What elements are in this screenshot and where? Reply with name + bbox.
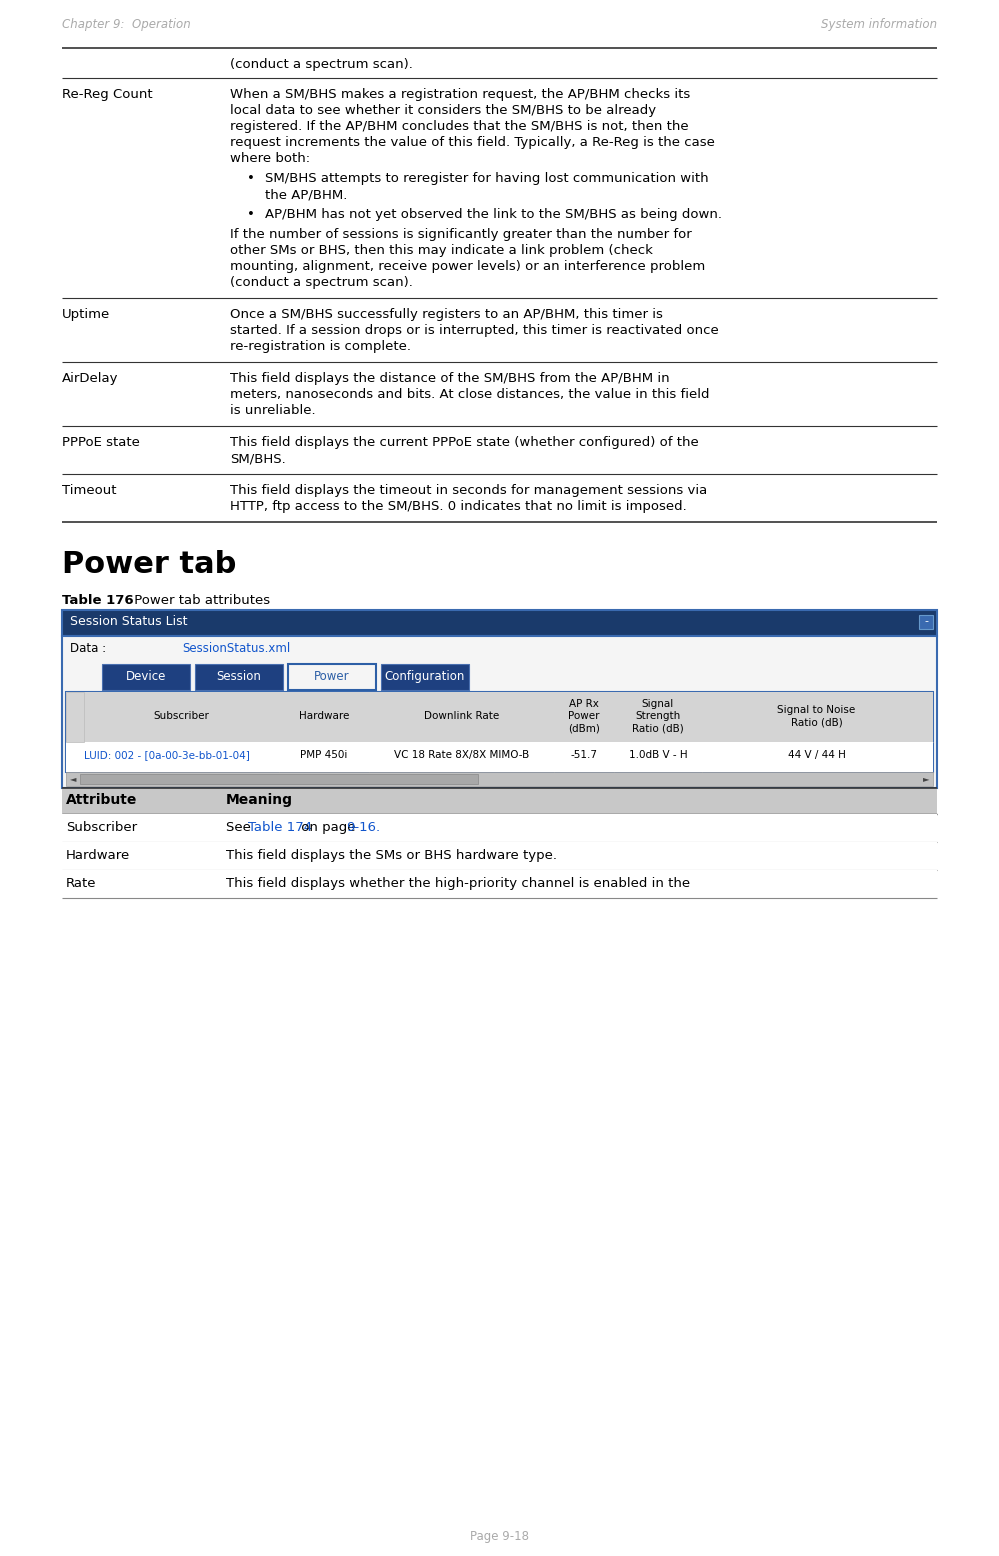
Text: Attribute: Attribute: [66, 794, 138, 808]
Text: This field displays whether the high-priority channel is enabled in the: This field displays whether the high-pri…: [226, 878, 690, 890]
Text: is unreliable.: is unreliable.: [230, 405, 316, 417]
Text: Signal: Signal: [642, 699, 674, 710]
Bar: [62, 610, 937, 636]
Bar: [66, 692, 933, 742]
Text: This field displays the current PPPoE state (whether configured) of the: This field displays the current PPPoE st…: [230, 436, 698, 450]
Text: If the number of sessions is significantly greater than the number for: If the number of sessions is significant…: [230, 229, 691, 241]
Text: SessionStatus.xml: SessionStatus.xml: [182, 643, 291, 655]
Text: 44 V / 44 H: 44 V / 44 H: [787, 750, 845, 759]
Text: request increments the value of this field. Typically, a Re-Reg is the case: request increments the value of this fie…: [230, 135, 715, 149]
Text: started. If a session drops or is interrupted, this timer is reactivated once: started. If a session drops or is interr…: [230, 324, 718, 338]
Text: •: •: [247, 209, 255, 221]
Text: System information: System information: [821, 19, 937, 31]
Bar: [62, 636, 937, 787]
Text: -: -: [924, 616, 928, 626]
Text: LUID: 002 - [0a-00-3e-bb-01-04]: LUID: 002 - [0a-00-3e-bb-01-04]: [84, 750, 250, 759]
Bar: [62, 787, 937, 814]
Text: re-registration is complete.: re-registration is complete.: [230, 341, 411, 353]
Text: on page: on page: [297, 822, 360, 834]
Text: registered. If the AP/BHM concludes that the SM/BHS is not, then the: registered. If the AP/BHM concludes that…: [230, 120, 688, 132]
Text: Table 174: Table 174: [248, 822, 312, 834]
Text: the AP/BHM.: the AP/BHM.: [265, 188, 348, 201]
Bar: [195, 664, 283, 689]
Bar: [80, 773, 478, 784]
Text: other SMs or BHS, then this may indicate a link problem (check: other SMs or BHS, then this may indicate…: [230, 244, 653, 257]
Text: •: •: [247, 173, 255, 185]
Text: (conduct a spectrum scan).: (conduct a spectrum scan).: [230, 275, 413, 289]
Text: Power tab attributes: Power tab attributes: [130, 594, 270, 607]
Text: Ratio (dB): Ratio (dB): [790, 717, 842, 727]
Bar: [66, 742, 933, 772]
Bar: [66, 692, 84, 742]
Text: Signal to Noise: Signal to Noise: [777, 705, 855, 716]
Text: SM/BHS.: SM/BHS.: [230, 451, 286, 465]
Text: Device: Device: [126, 671, 166, 683]
Text: Table 176: Table 176: [62, 594, 134, 607]
Text: SM/BHS attempts to reregister for having lost communication with: SM/BHS attempts to reregister for having…: [265, 173, 708, 185]
Text: Timeout: Timeout: [62, 484, 117, 496]
Text: Power: Power: [315, 671, 350, 683]
Text: PPPoE state: PPPoE state: [62, 436, 140, 450]
Bar: [62, 814, 937, 842]
Text: Ratio (dB): Ratio (dB): [632, 724, 684, 733]
Text: Hardware: Hardware: [66, 850, 130, 862]
Text: Power tab: Power tab: [62, 549, 237, 579]
Text: ◄: ◄: [70, 773, 76, 783]
Bar: [66, 692, 933, 772]
Text: Session: Session: [217, 671, 262, 683]
Text: ▼: ▼: [72, 724, 78, 733]
Text: (dBm): (dBm): [568, 724, 600, 733]
Text: Chapter 9:  Operation: Chapter 9: Operation: [62, 19, 191, 31]
Text: 9-16.: 9-16.: [346, 822, 380, 834]
Text: VC 18 Rate 8X/8X MIMO-B: VC 18 Rate 8X/8X MIMO-B: [394, 750, 529, 759]
Text: PMP 450i: PMP 450i: [301, 750, 348, 759]
Text: meters, nanoseconds and bits. At close distances, the value in this field: meters, nanoseconds and bits. At close d…: [230, 387, 709, 401]
Text: (conduct a spectrum scan).: (conduct a spectrum scan).: [230, 58, 413, 72]
Text: HTTP, ftp access to the SM/BHS. 0 indicates that no limit is imposed.: HTTP, ftp access to the SM/BHS. 0 indica…: [230, 499, 686, 513]
Bar: [381, 664, 469, 689]
Bar: [288, 664, 376, 689]
Text: Uptime: Uptime: [62, 308, 110, 321]
Bar: [62, 870, 937, 898]
Text: Meaning: Meaning: [226, 794, 293, 808]
Text: Downlink Rate: Downlink Rate: [424, 711, 500, 720]
Text: Power: Power: [568, 711, 599, 720]
Text: where both:: where both:: [230, 152, 310, 165]
Text: Re-Reg Count: Re-Reg Count: [62, 89, 153, 101]
Text: ►: ►: [923, 773, 929, 783]
Text: This field displays the distance of the SM/BHS from the AP/BHM in: This field displays the distance of the …: [230, 372, 669, 384]
Text: mounting, alignment, receive power levels) or an interference problem: mounting, alignment, receive power level…: [230, 260, 705, 272]
Text: -51.7: -51.7: [570, 750, 597, 759]
Text: Subscriber: Subscriber: [66, 822, 137, 834]
Text: Hardware: Hardware: [299, 711, 350, 720]
Text: This field displays the SMs or BHS hardware type.: This field displays the SMs or BHS hardw…: [226, 850, 557, 862]
Text: Rate: Rate: [66, 878, 97, 890]
Text: Subscriber: Subscriber: [154, 711, 210, 720]
Bar: [66, 772, 933, 786]
Text: AP/BHM has not yet observed the link to the SM/BHS as being down.: AP/BHM has not yet observed the link to …: [265, 209, 722, 221]
Text: When a SM/BHS makes a registration request, the AP/BHM checks its: When a SM/BHS makes a registration reque…: [230, 89, 690, 101]
Text: Data :: Data :: [70, 643, 106, 655]
Text: This field displays the timeout in seconds for management sessions via: This field displays the timeout in secon…: [230, 484, 707, 496]
Text: local data to see whether it considers the SM/BHS to be already: local data to see whether it considers t…: [230, 104, 656, 117]
Text: Configuration: Configuration: [385, 671, 466, 683]
Text: See: See: [226, 822, 255, 834]
Text: AirDelay: AirDelay: [62, 372, 119, 384]
Bar: [102, 664, 190, 689]
Text: 1.0dB V - H: 1.0dB V - H: [628, 750, 687, 759]
Text: Session Status List: Session Status List: [70, 615, 188, 629]
Bar: [62, 842, 937, 870]
Text: Page 9-18: Page 9-18: [470, 1530, 528, 1544]
Bar: [919, 615, 933, 629]
Text: Once a SM/BHS successfully registers to an AP/BHM, this timer is: Once a SM/BHS successfully registers to …: [230, 308, 663, 321]
Text: Strength: Strength: [635, 711, 680, 720]
Text: AP Rx: AP Rx: [569, 699, 599, 710]
